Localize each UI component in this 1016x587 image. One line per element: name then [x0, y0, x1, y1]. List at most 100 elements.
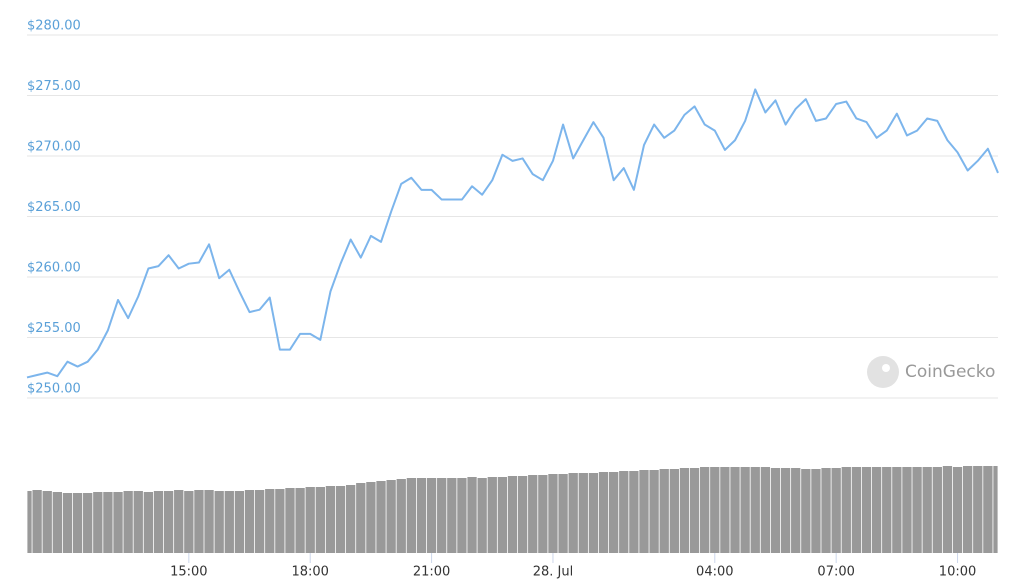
volume-bar — [376, 481, 386, 553]
volume-bar — [113, 492, 123, 553]
y-tick-label: $275.00 — [27, 79, 81, 94]
volume-bar — [770, 468, 781, 553]
y-tick-label: $280.00 — [27, 19, 81, 34]
volume-bar — [821, 468, 831, 553]
volume-bar — [437, 478, 447, 553]
x-tick-label: 28. Jul — [533, 565, 574, 580]
volume-bar — [447, 478, 457, 553]
volume-bar — [538, 475, 548, 553]
volume-bar — [639, 470, 649, 553]
volume-bar — [346, 485, 356, 553]
volume-bar — [659, 469, 669, 553]
volume-bar — [497, 477, 508, 553]
volume-bar — [123, 491, 133, 553]
volume-bar — [871, 467, 882, 553]
volume-bar — [356, 483, 366, 553]
volume-bar — [467, 477, 477, 553]
volume-bar — [588, 473, 599, 553]
volume-bar — [366, 482, 376, 553]
watermark-logo-eye — [882, 364, 890, 372]
volume-bar — [163, 491, 174, 553]
volume-bar — [801, 469, 811, 553]
volume-bar — [184, 491, 194, 553]
volume-bar — [72, 493, 83, 553]
volume-bars — [27, 466, 998, 553]
y-tick-label: $270.00 — [27, 140, 81, 155]
volume-bar — [882, 467, 892, 553]
x-tick-label: 18:00 — [291, 565, 328, 580]
volume-bar — [153, 491, 164, 553]
volume-bar — [285, 488, 295, 553]
volume-bar — [406, 478, 417, 553]
x-tick-label: 21:00 — [413, 565, 450, 580]
volume-bar — [325, 486, 336, 553]
volume-bar — [517, 476, 528, 553]
volume-bar — [27, 491, 32, 553]
volume-bar — [740, 467, 750, 553]
volume-bar — [902, 467, 912, 553]
volume-bar — [750, 467, 760, 553]
volume-bar — [952, 467, 963, 553]
volume-bar — [619, 471, 629, 553]
volume-bar — [811, 469, 821, 553]
volume-bar — [548, 474, 558, 553]
volume-bar — [275, 489, 285, 553]
volume-bar — [598, 472, 609, 553]
volume-bar — [457, 478, 467, 553]
volume-bar — [892, 467, 902, 553]
volume-bar — [194, 490, 204, 553]
volume-bar — [932, 467, 942, 553]
volume-bar — [103, 492, 113, 553]
volume-bar — [244, 490, 255, 553]
volume-bar — [416, 478, 427, 553]
volume-bar — [386, 480, 396, 553]
volume-bar — [204, 490, 214, 553]
volume-bar — [780, 468, 791, 553]
y-tick-label: $265.00 — [27, 200, 81, 215]
volume-bar — [83, 493, 93, 553]
volume-bar — [669, 469, 679, 553]
volume-bar — [62, 493, 73, 553]
volume-bar — [629, 471, 639, 553]
volume-bar — [174, 490, 184, 553]
volume-bar — [477, 478, 487, 553]
y-tick-label: $250.00 — [27, 382, 81, 397]
x-tick-label: 15:00 — [170, 565, 207, 580]
volume-bar — [42, 491, 52, 553]
x-tick-label: 04:00 — [696, 565, 733, 580]
volume-bar — [133, 491, 143, 553]
volume-bar — [315, 487, 325, 553]
volume-bar — [679, 468, 690, 553]
watermark: CoinGecko — [867, 356, 995, 388]
volume-bar — [265, 489, 275, 553]
volume-bar — [224, 491, 234, 553]
volume-bar — [983, 466, 993, 553]
volume-bar — [568, 473, 578, 553]
volume-bar — [295, 488, 305, 553]
volume-bar — [831, 468, 841, 553]
volume-bar — [558, 474, 568, 553]
volume-bar — [578, 473, 588, 553]
volume-bar — [851, 467, 862, 553]
volume-bar — [993, 466, 998, 553]
y-tick-label: $260.00 — [27, 261, 81, 276]
volume-bar — [143, 492, 154, 553]
volume-bar — [335, 486, 346, 553]
volume-bar — [32, 490, 42, 553]
volume-bar — [962, 466, 973, 553]
volume-bar — [791, 468, 801, 553]
watermark-logo — [867, 356, 899, 388]
volume-bar — [214, 491, 224, 553]
x-tick-label: 07:00 — [817, 565, 854, 580]
volume-bar — [973, 466, 983, 553]
volume-bar — [861, 467, 872, 553]
volume-bar — [396, 479, 406, 553]
volume-bar — [487, 477, 497, 553]
volume-bar — [700, 467, 710, 553]
volume-bar — [305, 487, 315, 553]
volume-bar — [720, 467, 730, 553]
volume-bar — [689, 468, 700, 553]
volume-bar — [426, 478, 437, 553]
volume-bar — [234, 491, 245, 553]
